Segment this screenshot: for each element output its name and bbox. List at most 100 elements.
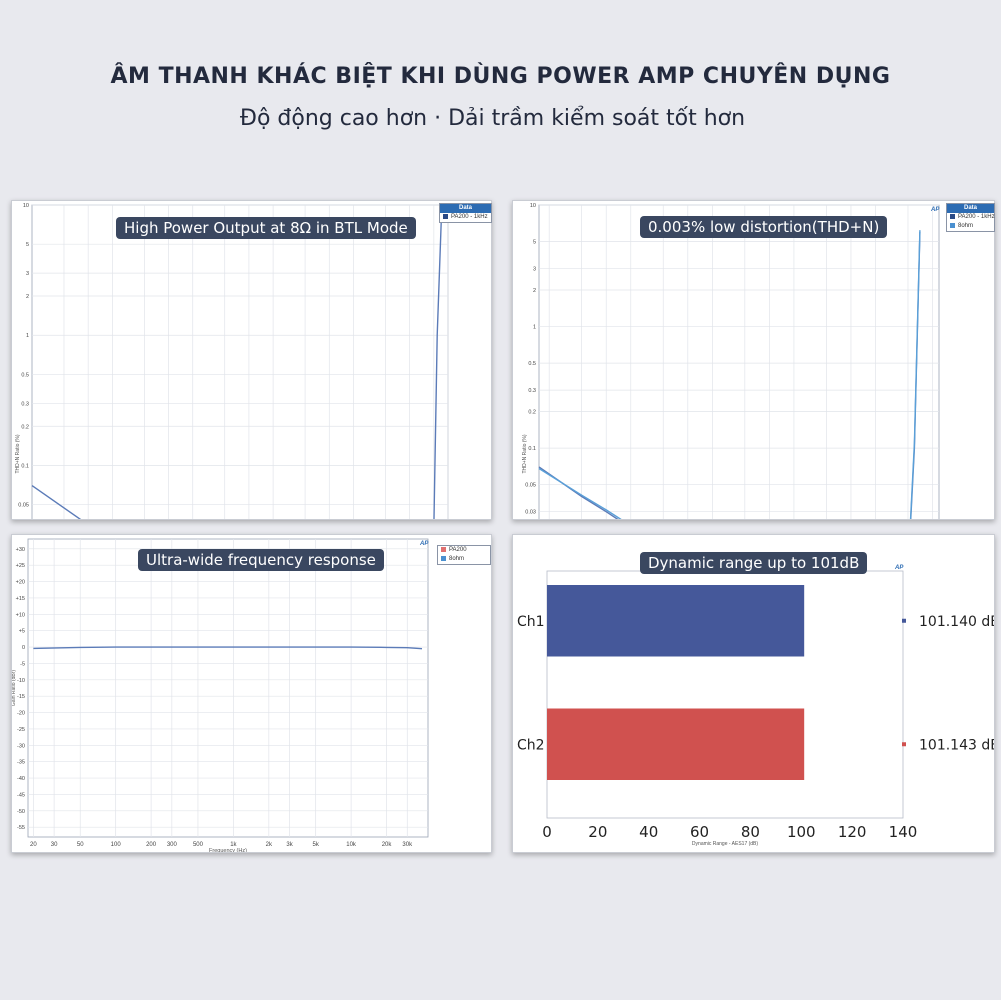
y-tick-label: -40 (17, 776, 25, 782)
y-tick-label: 0.5 (528, 361, 536, 367)
legend-item: PA200 - 1kHz (440, 213, 491, 222)
ap-logo: AP (894, 565, 904, 571)
bar (547, 708, 805, 780)
page-subtitle: Độ động cao hơn · Dải trầm kiểm soát tốt… (239, 106, 746, 131)
y-tick-label: 0.3 (528, 388, 536, 394)
y-tick-label: 0.03 (525, 510, 536, 516)
chart-title-pill: Dynamic range up to 101dB (640, 552, 868, 574)
x-tick-label: 10k (346, 842, 357, 848)
bar (547, 585, 805, 657)
y-tick-label: 10 (530, 203, 536, 209)
legend-item: 8ohm (947, 222, 994, 231)
legend-item: PA200 (438, 546, 490, 555)
y-tick-label: -10 (17, 678, 25, 684)
x-tick-label: 200 (146, 842, 157, 848)
chart-legend: Data PA200 - 1kHz 8ohm (946, 203, 995, 232)
x-tick-label: 50 (77, 842, 84, 848)
panel-dynamic-range: 0 20 40 60 80 100 120 140 Dynamic Range - AES17 … (512, 534, 995, 853)
x-tick-label: 20 (588, 823, 607, 841)
y-tick-label: +10 (16, 612, 25, 618)
y-tick-label: 3 (533, 267, 536, 273)
chart-title-pill: High Power Output at 8Ω in BTL Mode (116, 217, 416, 239)
panel-frequency-response: 20 30 50 100 200 300 500 1k 2k 3k 5k 10k 20k 30k +30 +2… (11, 534, 492, 853)
y-axis-title: Gain Ratio (dBr) (12, 670, 17, 706)
chart-power-output: 5m10m20m50m100m200m500m12510205010020030… (15, 203, 449, 519)
chart-title-pill: 0.003% low distortion(THD+N) (640, 216, 888, 238)
legend-item: 8ohm (438, 555, 490, 564)
x-tick-label: 120 (838, 823, 867, 841)
y-tick-label: -25 (17, 727, 25, 733)
category-label: Ch2 (517, 737, 545, 753)
x-tick-label: 2k (266, 842, 273, 848)
chart-low-distortion: 2m5m10m20m50m100m200m500m125102050100105… (522, 203, 940, 519)
x-tick-label: 80 (741, 823, 760, 841)
y-tick-label: -30 (17, 743, 25, 749)
panel-power-output: 5m10m20m50m100m200m500m12510205010020030… (11, 200, 492, 520)
y-tick-label: 0.2 (528, 410, 536, 416)
page-title: ÂM THANH KHÁC BIỆT KHI DÙNG POWER AMP CH… (110, 64, 891, 89)
y-tick-label: 2 (26, 294, 29, 300)
y-tick-label: 5 (533, 240, 536, 246)
ap-logo: AP (930, 207, 940, 213)
x-tick-label: 1k (230, 842, 237, 848)
x-axis-title: Dynamic Range - AES17 (dB) (692, 841, 758, 847)
x-tick-label: 500 (193, 842, 204, 848)
legend-header: Data (440, 204, 491, 213)
value-marker (902, 742, 906, 747)
legend-item-label: PA200 - 1kHz (451, 214, 488, 220)
y-tick-label: 0.1 (528, 446, 536, 452)
y-tick-label: -15 (17, 694, 25, 700)
y-tick-label: -55 (17, 825, 25, 831)
y-tick-label: +25 (16, 563, 25, 569)
x-tick-label: 20k (382, 842, 393, 848)
x-tick-label: 100 (111, 842, 122, 848)
y-tick-label: 0.5 (21, 372, 29, 378)
y-tick-label: 5 (26, 242, 29, 248)
y-axis-title: THD+N Ratio (%) (15, 434, 21, 473)
chart-legend: PA200 8ohm (437, 545, 491, 565)
x-tick-label: 40 (639, 823, 658, 841)
x-tick-label: 30k (402, 842, 413, 848)
y-tick-label: -20 (17, 711, 25, 717)
x-tick-label: 300 (167, 842, 178, 848)
y-tick-label: 3 (26, 271, 29, 277)
y-tick-label: 0 (22, 645, 25, 651)
y-tick-label: 1 (533, 325, 536, 331)
value-label: 101.143 dB (919, 737, 994, 753)
chart-dynamic-range: 0 20 40 60 80 100 120 140 Dynamic Range - AES17 … (517, 565, 994, 847)
y-tick-label: 0.3 (21, 401, 29, 407)
y-tick-label: 0.1 (21, 463, 29, 469)
x-tick-label: 100 (787, 823, 816, 841)
y-tick-label: +15 (16, 596, 25, 602)
x-tick-label: 30 (51, 842, 58, 848)
x-tick-label: 140 (889, 823, 918, 841)
chart-legend: Data PA200 - 1kHz (439, 203, 492, 223)
legend-item-label: PA200 (449, 547, 467, 553)
value-label: 101.140 dB (919, 614, 994, 630)
legend-item: PA200 - 1kHz (947, 213, 995, 222)
plot-area (31, 204, 449, 519)
y-tick-label: 2 (533, 288, 536, 294)
legend-item-label: PA200 - 1kHz (958, 214, 995, 220)
category-label: Ch1 (517, 614, 545, 630)
ap-logo: AP (419, 541, 429, 547)
y-tick-label: -35 (17, 760, 25, 766)
y-tick-label: -45 (17, 792, 25, 798)
x-axis-title: Frequency (Hz) (209, 848, 247, 852)
y-tick-label: 1 (26, 333, 29, 339)
value-marker (902, 618, 906, 623)
y-tick-label: +5 (19, 629, 25, 635)
plot-area (27, 538, 429, 838)
y-tick-label: +20 (16, 580, 25, 586)
x-tick-label: 3k (286, 842, 293, 848)
y-tick-label: 0.2 (21, 424, 29, 430)
y-tick-label: 0.05 (18, 503, 29, 509)
series-line (33, 646, 423, 650)
x-tick-label: 0 (542, 823, 552, 841)
y-tick-label: +30 (16, 547, 25, 553)
plot-area (538, 204, 940, 519)
y-axis-title: THD+N Ratio (%) (522, 434, 528, 473)
chart-title-pill: Ultra-wide frequency response (138, 549, 384, 571)
legend-item-label: 8ohm (449, 556, 465, 562)
y-tick-label: 0.05 (525, 483, 536, 489)
